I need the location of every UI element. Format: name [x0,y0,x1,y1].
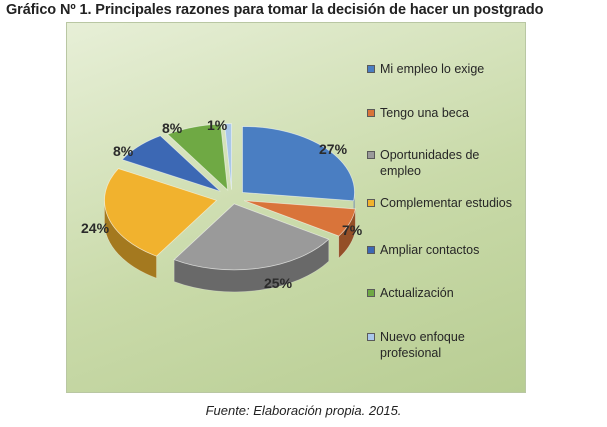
data-label-7: 1% [207,117,228,133]
legend-item-1: Mi empleo lo exige [367,61,517,77]
data-label-5: 8% [113,143,134,159]
figure-title: Gráfico Nº 1. Principales razones para t… [6,2,544,18]
legend-label-2: Tengo una beca [380,106,469,120]
legend-item-3: Oportunidades de empleo [367,147,517,179]
legend-swatch-7 [367,333,375,341]
data-label-2: 7% [342,222,363,238]
legend-label-3: Oportunidades de empleo [380,148,480,178]
legend-swatch-4 [367,199,375,207]
chart-area: 27% 7% 25% 24% 8% 8% 1% Mi empleo lo exige Teng… [66,22,526,393]
legend-swatch-1 [367,65,375,73]
legend-item-4: Complementar estudios [367,195,517,211]
pie-slice-5 [121,135,221,192]
legend-item-6: Actualización [367,285,517,301]
data-label-3: 25% [264,275,293,291]
data-label-4: 24% [81,220,110,236]
legend-label-5: Ampliar contactos [380,243,480,257]
pie-slice-7-top [224,123,232,190]
pie-slice-3-top [173,203,330,271]
pie-slice-4 [104,168,218,279]
legend-item-7: Nuevo enfoque profesional [367,329,517,361]
pie-chart: 27% 7% 25% 24% 8% 8% 1% [81,117,363,293]
legend-swatch-2 [367,109,375,117]
pie-slice-3 [173,203,330,293]
legend-label-7: Nuevo enfoque profesional [380,330,465,360]
legend-label-6: Actualización [380,286,454,300]
legend-label-4: Complementar estudios [380,196,513,210]
pie-slice-6-top [166,123,229,192]
pie-labels: 27% 7% 25% 24% 8% 8% 1% [81,117,363,291]
legend-item-5: Ampliar contactos [367,242,517,258]
legend-swatch-5 [367,246,375,254]
data-label-6: 8% [162,120,183,136]
legend-item-2: Tengo una beca [367,105,517,121]
legend-swatch-6 [367,289,375,297]
pie-slice-7 [224,123,232,190]
data-label-1: 27% [319,141,348,157]
pie-slice-6 [166,123,229,192]
legend-swatch-3 [367,151,375,159]
pie-slice-2-top [244,200,356,237]
pie-slice-2 [244,200,356,259]
pie-slice-4-top [104,168,218,257]
legend-label-1: Mi empleo lo exige [380,62,485,76]
pie-slices [104,123,356,293]
pie-slice-5-top [121,135,221,192]
source-note: Fuente: Elaboración propia. 2015. [205,403,402,418]
pie-slice-1-top [242,126,355,202]
